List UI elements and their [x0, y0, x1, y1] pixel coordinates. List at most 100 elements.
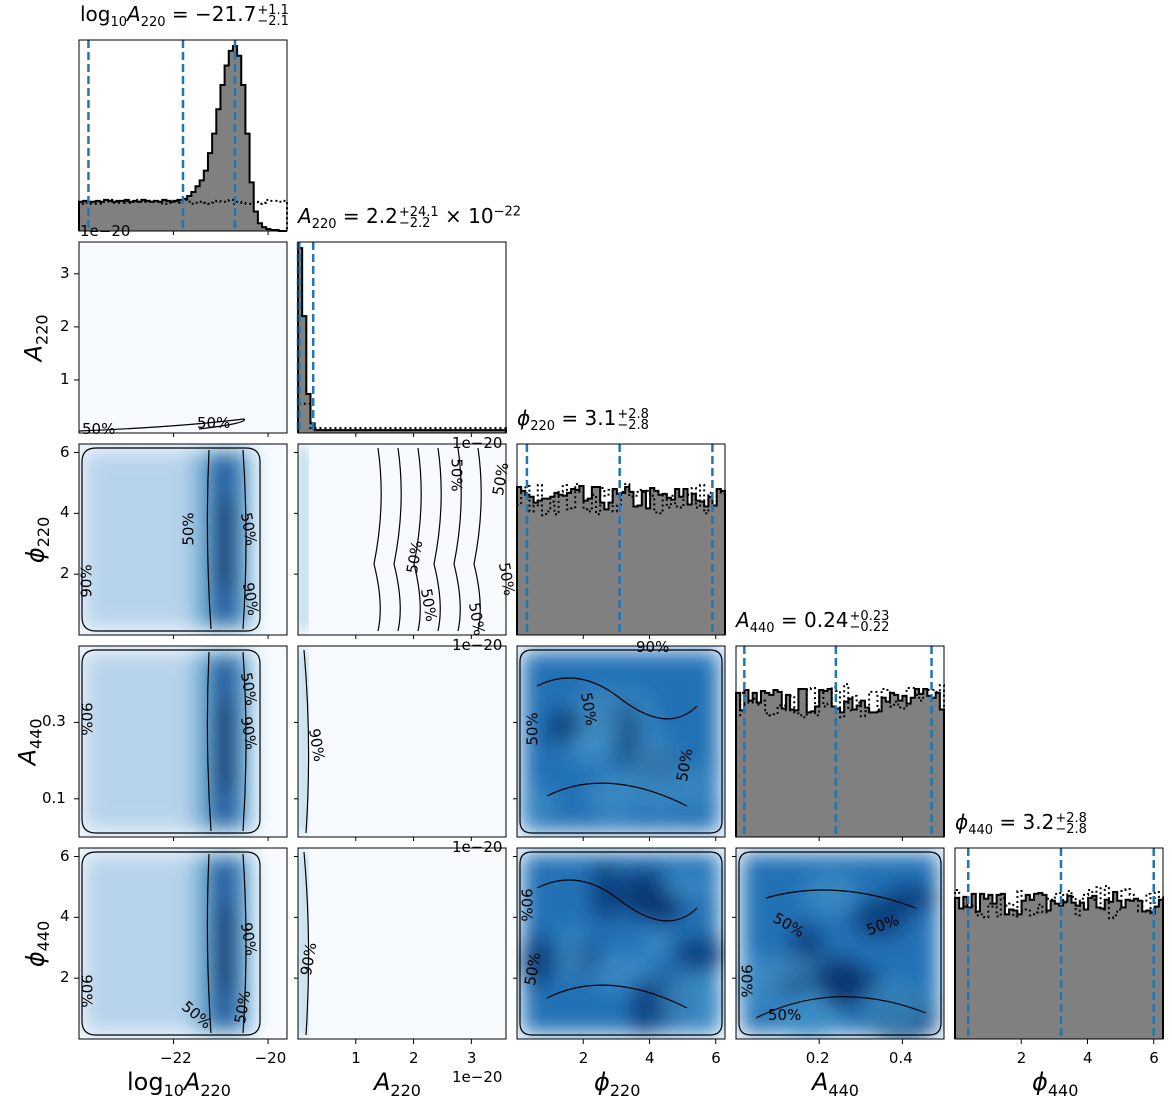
density-panel	[736, 848, 944, 1039]
density-blur	[83, 854, 252, 1033]
density-bg	[298, 848, 506, 1039]
contour-outer	[81, 649, 261, 834]
panel-frame	[78, 847, 288, 1040]
density-core	[216, 703, 233, 790]
hist-A220-outline	[297, 247, 507, 433]
density-region	[83, 652, 212, 831]
density-region	[83, 854, 212, 1033]
density-panel	[298, 444, 506, 635]
density-patch	[629, 977, 659, 1038]
density-panel	[298, 646, 506, 837]
density-patch	[627, 732, 679, 794]
density-blur	[299, 448, 307, 631]
tick-marks	[74, 231, 1155, 1044]
density-blur	[736, 854, 938, 1039]
hist-phi440-outline	[954, 890, 1164, 1039]
density-patch	[587, 771, 641, 822]
panel-frame	[516, 645, 726, 838]
contour-outer	[519, 851, 723, 1036]
hist-A440-outline	[735, 688, 945, 837]
panel-frames	[78, 39, 1164, 1040]
panel-frame	[297, 241, 507, 434]
contour-wiggle	[413, 447, 422, 632]
contour-ridge	[206, 853, 247, 1034]
density-blur	[83, 450, 252, 629]
density-blur	[518, 854, 725, 1038]
hist-phi220-prior	[516, 483, 726, 635]
density-bg	[79, 242, 287, 433]
density-patch	[620, 887, 685, 921]
panel-frame	[297, 443, 507, 636]
contour-wiggle	[473, 447, 482, 632]
density-layer	[79, 242, 944, 1039]
density-panel	[79, 444, 287, 635]
density-blur	[299, 852, 307, 1035]
density-patch	[517, 788, 557, 822]
density-core	[216, 501, 233, 588]
density-edge	[299, 852, 307, 1035]
hist-phi440-fill	[955, 891, 1163, 1039]
panel-frame	[78, 39, 288, 232]
density-patch	[566, 729, 620, 763]
contour-inner	[536, 879, 698, 1009]
panel-frame	[78, 645, 288, 838]
contour-layer	[78, 418, 942, 1036]
density-region	[83, 450, 212, 629]
density-panel	[298, 848, 506, 1039]
density-patch	[589, 859, 621, 924]
density-patch	[672, 936, 725, 971]
density-panel	[79, 646, 287, 837]
contour-outer	[81, 851, 261, 1036]
density-patch	[660, 971, 724, 1032]
density-patch	[675, 765, 709, 811]
density-patch	[736, 956, 787, 1010]
contour-wiggle	[373, 447, 382, 632]
panel-frame	[297, 847, 507, 1040]
density-bg	[298, 444, 506, 635]
density-patch	[518, 934, 556, 988]
panel-frame	[297, 645, 507, 838]
hist-A220-fill	[298, 248, 506, 433]
density-panel	[79, 848, 287, 1039]
contour-inner	[755, 889, 927, 1019]
panel-frame	[78, 241, 288, 434]
contour-ridge	[206, 449, 247, 630]
panel-frame	[735, 847, 945, 1040]
panel-frame	[78, 443, 288, 636]
contour-outer	[738, 851, 942, 1036]
density-blur	[517, 652, 719, 831]
density-bg	[298, 646, 506, 837]
contour-inner	[536, 677, 698, 807]
contour-outer	[81, 447, 261, 632]
contour-edge	[303, 649, 310, 834]
density-patch	[862, 980, 927, 1032]
hist-A440-fill	[736, 689, 944, 837]
density-patch	[883, 883, 938, 913]
density-panel	[517, 848, 725, 1039]
contour-edge	[303, 851, 310, 1036]
contour-outer	[519, 649, 723, 834]
density-patch	[663, 873, 712, 898]
hist-phi440-prior	[954, 885, 1164, 1039]
density-panel	[79, 242, 287, 433]
hist-phi220-fill	[517, 486, 725, 635]
panel-frame	[516, 443, 726, 636]
panel-frame	[516, 847, 726, 1040]
contour-wiggle	[453, 447, 462, 632]
density-patch	[819, 955, 863, 1010]
density-core	[216, 905, 233, 992]
density-panel	[517, 646, 725, 837]
hist-logA220-prior	[78, 198, 288, 231]
density-patch	[644, 781, 675, 817]
density-blur	[83, 652, 252, 831]
density-edge	[299, 650, 307, 833]
contour-wiggle	[433, 447, 442, 632]
density-edge	[299, 448, 307, 631]
contour-wiggle	[393, 447, 402, 632]
density-patch	[642, 929, 672, 958]
panel-frame	[954, 847, 1164, 1040]
quantile-lines	[87, 40, 1155, 1039]
contour-band	[78, 418, 245, 432]
hist-A440-prior	[735, 683, 945, 837]
